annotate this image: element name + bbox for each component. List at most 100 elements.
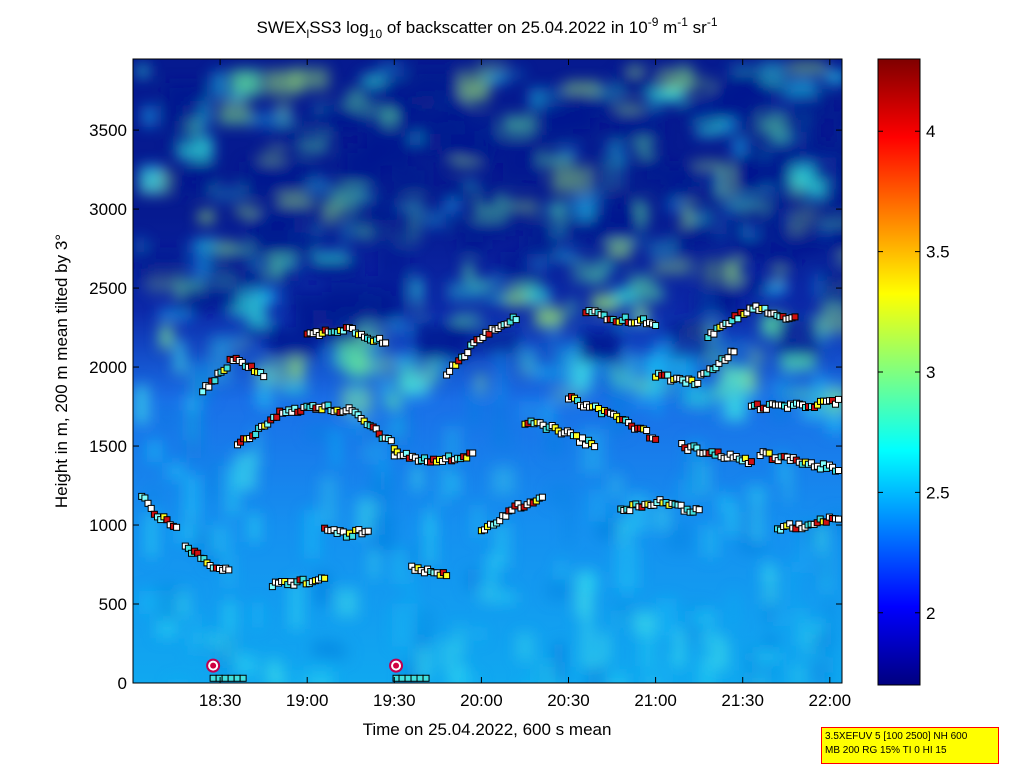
heatmap-patch (654, 262, 691, 274)
heatmap-patch (187, 613, 203, 656)
heatmap-patch (482, 72, 507, 84)
chart-title: SWEXlSS3 log10 of backscatter on 25.04.2… (256, 15, 717, 41)
heatmap-patch (740, 511, 749, 550)
plot-area: 18:30 19:00 19:30 20:00 20:30 21:00 21:30 22:00… (89, 58, 851, 710)
heatmap-patch (381, 380, 392, 395)
layer-point (512, 316, 520, 324)
y-axis-label: Height in m, 200 m mean tilted by 3° (52, 234, 71, 508)
heatmap-patch (560, 222, 605, 238)
heatmap-patch (320, 476, 337, 527)
heatmap-patch (167, 678, 189, 683)
heatmap-patch (165, 83, 204, 121)
heatmap-patch (687, 447, 704, 493)
layer-point (734, 315, 742, 323)
heatmap-patch (648, 239, 678, 261)
heatmap-patch (425, 364, 456, 373)
layer-point (765, 449, 773, 457)
heatmap-patch (487, 293, 513, 304)
heatmap-patch (546, 326, 561, 348)
heatmap-patch (135, 237, 146, 252)
heatmap-patch (598, 632, 610, 662)
layer-point (273, 413, 281, 421)
heatmap-patch (377, 247, 410, 275)
heatmap-patch (502, 140, 541, 180)
layer-point (387, 437, 395, 445)
heatmap-patch (417, 647, 430, 680)
ground-point (416, 674, 424, 682)
colorbar: 2 2.5 3 3.5 4 (877, 58, 950, 686)
heatmap-patch (312, 640, 339, 657)
heatmap-patch (147, 485, 160, 511)
heatmap-patch (235, 208, 258, 216)
x-tick-label: 21:30 (721, 691, 764, 710)
heatmap-patch (281, 383, 307, 394)
heatmap-patch (278, 669, 287, 683)
heatmap-patch (607, 241, 632, 257)
x-tick-label: 20:00 (460, 691, 503, 710)
ground-point (227, 674, 235, 682)
heatmap-patch (620, 575, 635, 596)
heatmap-patch (642, 155, 665, 185)
heatmap-patch (138, 590, 162, 615)
heatmap-patch (831, 221, 842, 257)
heatmap-patch (211, 71, 227, 99)
heatmap-patch (824, 70, 842, 85)
heatmap-patch (743, 541, 766, 553)
layer-point (730, 348, 738, 356)
y-tick-label: 2500 (89, 279, 127, 298)
ground-point (410, 674, 418, 682)
heatmap-patch (752, 491, 763, 541)
x-tick-label: 20:30 (547, 691, 590, 710)
ground-point (215, 674, 223, 682)
layer-point (695, 506, 703, 514)
heatmap-patch (162, 403, 171, 432)
layer-point (321, 574, 329, 582)
heatmap-patch (821, 267, 842, 307)
heatmap-patch (369, 549, 379, 579)
heatmap-patch (586, 665, 607, 683)
heatmap-patch (606, 143, 618, 152)
heatmap-patch (139, 164, 163, 193)
heatmap-patch (675, 382, 690, 407)
heatmap-patch (208, 524, 231, 556)
colorbar-tick-label: 4 (926, 122, 935, 141)
heatmap-patch (721, 341, 753, 353)
x-axis: 18:30 19:00 19:30 20:00 20:30 21:00 21:30 22:00 (199, 59, 851, 710)
heatmap-patch (264, 110, 293, 128)
heatmap-patch (539, 88, 588, 129)
heatmap-patch (223, 600, 237, 633)
heatmap-patch (456, 675, 480, 683)
heatmap-patch (408, 573, 415, 603)
heatmap-patch (537, 155, 574, 165)
heatmap-patch (155, 584, 181, 621)
heatmap-patch (472, 505, 483, 539)
heatmap-patch (398, 404, 410, 446)
heatmap-patch (798, 525, 811, 573)
heatmap-patch (594, 210, 641, 243)
colorbar-tick-label: 2.5 (926, 483, 950, 502)
heatmap-patch (477, 59, 508, 71)
surface-marker-core (210, 662, 217, 669)
heatmap-patch (686, 354, 705, 371)
heatmap-patch (718, 638, 729, 671)
heatmap-patch (565, 501, 572, 547)
ground-point (209, 674, 217, 682)
heatmap-patch (289, 580, 304, 630)
heatmap-patch (656, 598, 677, 639)
heatmap-patch (503, 206, 536, 223)
heatmap-patch (571, 259, 609, 284)
heatmap-patch (387, 320, 410, 333)
heatmap-patch (402, 376, 429, 397)
heatmap-patch (178, 588, 191, 615)
heatmap-patch (695, 124, 722, 137)
heatmap-patch (596, 516, 623, 540)
heatmap-patch (838, 253, 842, 261)
heatmap-patch (609, 673, 627, 683)
heatmap-patch (444, 426, 460, 461)
heatmap-patch (303, 509, 321, 559)
heatmap-patch (174, 340, 186, 373)
heatmap-patch (682, 204, 693, 233)
layer-point (464, 349, 472, 357)
layer-point (260, 373, 268, 381)
heatmap-patch (613, 601, 634, 626)
